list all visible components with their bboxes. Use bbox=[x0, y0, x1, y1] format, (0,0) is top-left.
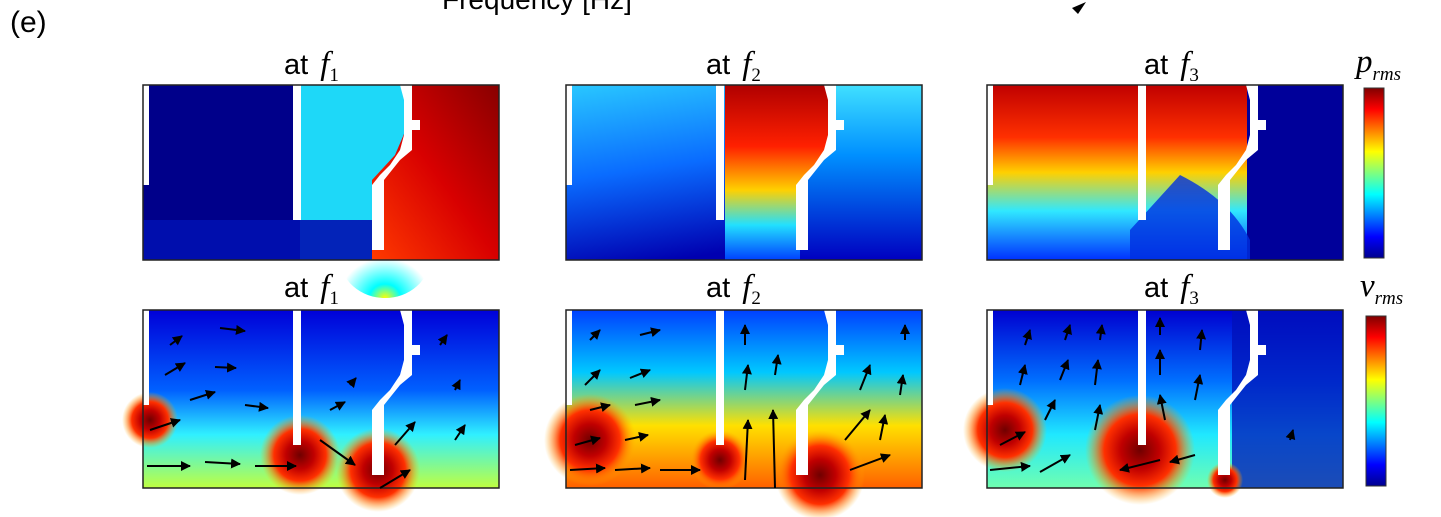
prms-panel-f3 bbox=[986, 84, 1344, 261]
vrms-panel-f2 bbox=[544, 309, 923, 517]
title-vrms-f2: at f2 bbox=[706, 269, 761, 309]
title-prms-f1: at f1 bbox=[284, 46, 339, 86]
prms-panel-f1 bbox=[142, 84, 500, 298]
colorbar-prms bbox=[1363, 87, 1385, 259]
vrms-panel-f1 bbox=[122, 309, 500, 512]
colorbar-label-vrms: vrms bbox=[1360, 268, 1404, 309]
title-vrms-f1: at f1 bbox=[284, 269, 339, 309]
colorbar-label-prms: prms bbox=[1356, 44, 1402, 85]
colorbar-vrms bbox=[1365, 315, 1387, 487]
title-prms-f2: at f2 bbox=[706, 46, 761, 86]
prms-panel-f2 bbox=[565, 84, 923, 261]
arrow-tip-decoration bbox=[1072, 2, 1086, 14]
frequency-axis-label-cut: Frequency [Hz] bbox=[442, 0, 632, 14]
vrms-panel-f3 bbox=[963, 309, 1344, 505]
title-prms-f3: at f3 bbox=[1144, 46, 1199, 86]
panel-label: (e) bbox=[10, 6, 47, 39]
title-vrms-f3: at f3 bbox=[1144, 269, 1199, 309]
